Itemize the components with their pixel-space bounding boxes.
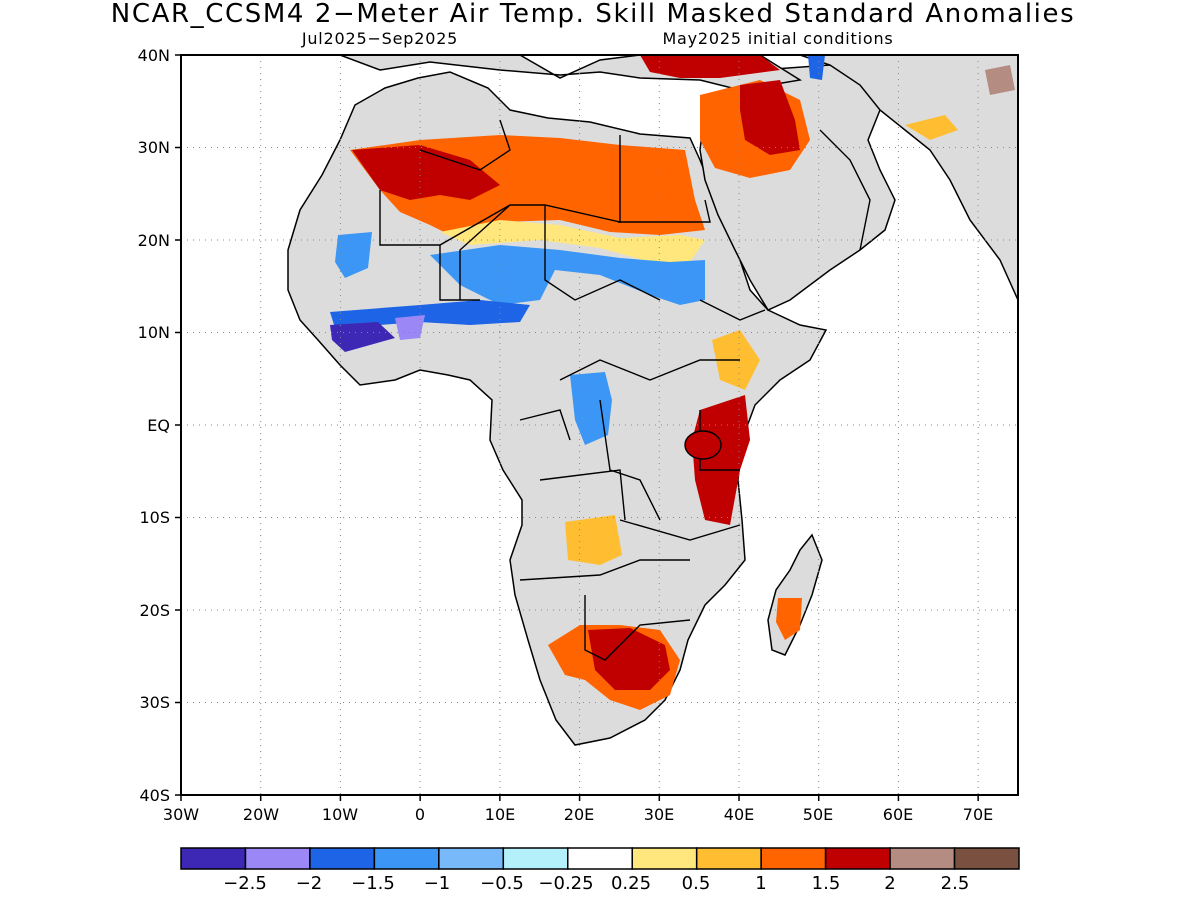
anomaly-caucasus-brown: [985, 65, 1015, 95]
colorbar-swatch: [760, 847, 827, 870]
colorbar-swatch: [373, 847, 440, 870]
colorbar-label: −2: [296, 873, 323, 894]
colorbar-label: 2: [884, 873, 895, 894]
anomaly-iran-warm: [905, 115, 958, 140]
anomaly-levant-hot: [740, 80, 800, 155]
lat-tick-label: 40N: [138, 46, 170, 65]
anomaly-guinea-cool: [395, 315, 425, 340]
colorbar-labels: −2.5 −2 −1.5 −1 −0.5 −0.25 0.25 0.5 1 1.…: [223, 873, 969, 894]
colorbar-label: −2.5: [223, 873, 267, 894]
colorbar-label: −0.25: [538, 873, 593, 894]
colorbar-swatch: [567, 847, 633, 870]
colorbar-swatch: [889, 847, 956, 870]
anomaly-sahel-cool: [430, 245, 705, 305]
anomaly-caspian-cool: [808, 55, 825, 80]
lon-tick-label: 20E: [564, 805, 594, 824]
lon-tick-label: 30E: [644, 805, 674, 824]
colorbar-swatch: [953, 847, 1020, 870]
lon-tick-label: 50E: [803, 805, 833, 824]
lat-tick-label: 40S: [139, 786, 170, 805]
colorbar-label: 2.5: [941, 873, 970, 894]
colorbar-label: 1.5: [812, 873, 841, 894]
longitude-axis: 30W 20W 10W 0 10E 20E 30E 40E 50E 60E 70…: [163, 805, 993, 824]
lon-tick-label: 70E: [963, 805, 993, 824]
lat-tick-label: 20N: [138, 231, 170, 250]
anomaly-guinea-coldest: [330, 322, 395, 352]
lat-tick-label: 10N: [138, 323, 170, 342]
colorbar-swatch: [824, 847, 891, 870]
anomaly-sahel-band-yellow: [440, 220, 705, 262]
colorbar-swatch: [502, 847, 569, 870]
colorbar-label: 1: [755, 873, 766, 894]
anomaly-angola-warm: [565, 515, 622, 565]
lat-tick-label: 20S: [139, 601, 170, 620]
anomaly-west-africa-cool: [330, 300, 530, 328]
axis-ticks: [175, 54, 979, 801]
anomaly-turkey-hot: [640, 55, 780, 78]
colorbar-label: −0.5: [480, 873, 524, 894]
anomaly-senegal-cool: [335, 232, 372, 278]
colorbar-swatch: [309, 847, 376, 870]
colorbar-swatch: [180, 847, 247, 870]
lon-tick-label: 0: [415, 805, 425, 824]
anomaly-madagascar-warm: [776, 598, 802, 640]
colorbar-label: −1.5: [351, 873, 395, 894]
colorbar-swatch: [438, 847, 505, 870]
colorbar-swatch: [695, 847, 762, 870]
anomaly-congo-cool: [570, 372, 612, 445]
lon-tick-label: 10E: [485, 805, 515, 824]
anomaly-southern-africa-hot: [588, 628, 670, 690]
lat-tick-label: 30S: [139, 693, 170, 712]
lat-tick-label: 30N: [138, 138, 170, 157]
anomaly-sahara-west-hot: [352, 145, 500, 200]
map-panel: [181, 55, 1018, 795]
period-subtitle: Jul2025−Sep2025: [301, 29, 458, 48]
initial-conditions-subtitle: May2025 initial conditions: [662, 29, 893, 48]
lat-tick-label: EQ: [147, 416, 170, 435]
lon-tick-label: 30W: [163, 805, 199, 824]
colorbar-label: 0.25: [611, 873, 651, 894]
latitude-axis: 40N 30N 20N 10N EQ 10S 20S 30S 40S: [138, 46, 170, 805]
lon-tick-label: 60E: [883, 805, 913, 824]
colorbar-label: 0.5: [682, 873, 711, 894]
colorbar-swatch: [244, 847, 311, 870]
colorbar-swatch: [631, 847, 698, 870]
colorbar: [180, 847, 1020, 870]
asia-landmass: [799, 55, 1018, 301]
lon-tick-label: 40E: [724, 805, 754, 824]
country-borders: [379, 119, 871, 661]
figure-title: NCAR_CCSM4 2−Meter Air Temp. Skill Maske…: [111, 0, 1075, 29]
lon-tick-label: 20W: [243, 805, 279, 824]
lat-tick-label: 10S: [139, 508, 170, 527]
colorbar-label: −1: [424, 873, 451, 894]
anomaly-kenya-hot: [692, 395, 750, 525]
lake-victoria: [684, 430, 722, 460]
lon-tick-label: 10W: [322, 805, 358, 824]
